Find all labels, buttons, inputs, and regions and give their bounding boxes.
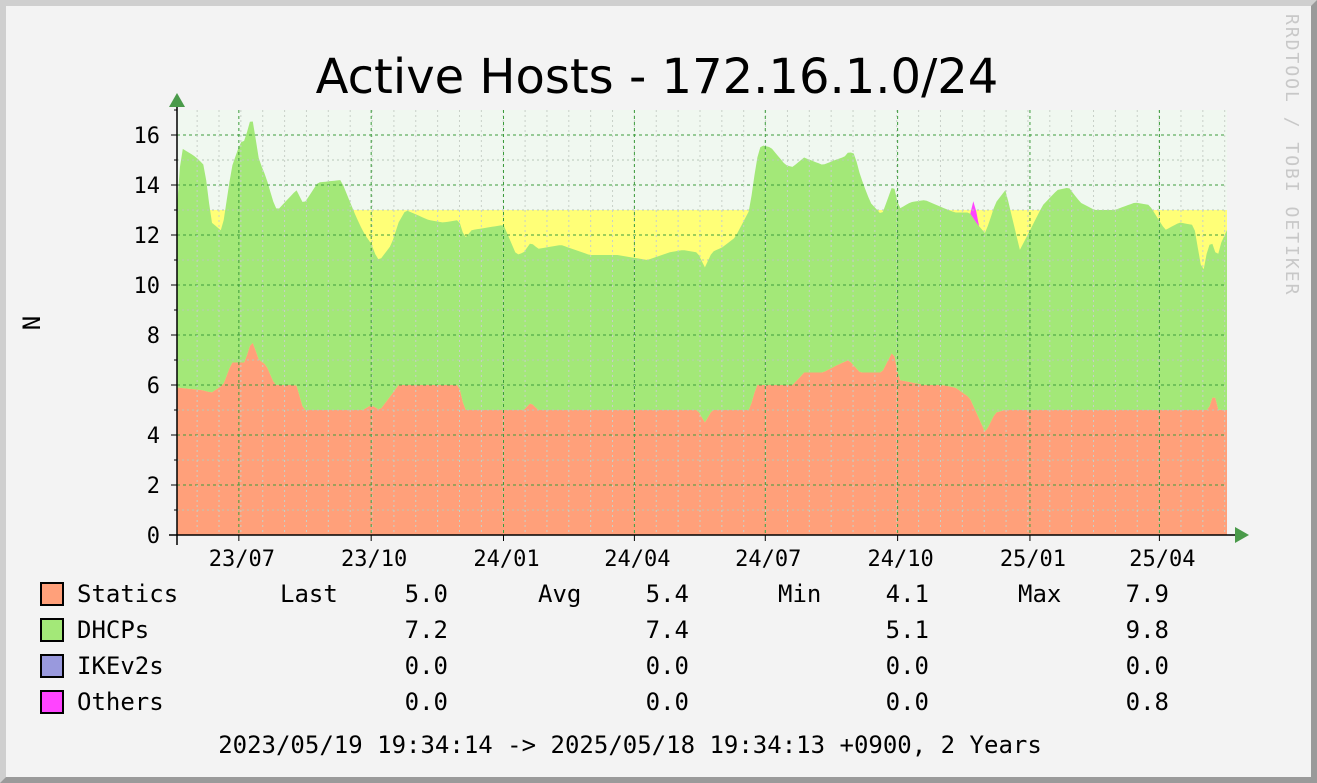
chart-title: Active Hosts - 172.16.1.0/24 — [316, 49, 999, 105]
x-tick-label: 25/04 — [1129, 547, 1195, 572]
legend-value-min: 5.1 — [886, 616, 929, 644]
y-axis-arrow — [169, 93, 185, 107]
y-tick-label: 4 — [147, 424, 160, 449]
legend-header-avg: Avg — [538, 580, 581, 608]
legend-name: Statics — [77, 580, 178, 608]
legend-value-last: 0.0 — [405, 652, 448, 680]
legend-row-statics: Statics Last 5.0 Avg 5.4 Min 4.1 Max 7.9 — [40, 580, 1169, 608]
legend-name: DHCPs — [77, 616, 149, 644]
legend-value-max: 7.9 — [1126, 580, 1169, 608]
legend-value-max: 9.8 — [1126, 616, 1169, 644]
x-tick-label: 24/10 — [867, 547, 933, 572]
legend-row-dhcps: DHCPs 7.2 7.4 5.1 9.8 — [40, 616, 1169, 644]
y-axis-label: N — [18, 316, 46, 330]
axes — [169, 93, 1249, 545]
legend-swatch — [40, 654, 64, 678]
legend-value-avg: 0.0 — [646, 652, 689, 680]
time-range-footer: 2023/05/19 19:34:14 -> 2025/05/18 19:34:… — [218, 731, 1042, 759]
legend-value-min: 0.0 — [886, 652, 929, 680]
y-tick-label: 12 — [134, 224, 161, 249]
y-tick-label: 0 — [147, 524, 160, 549]
y-tick-label: 10 — [134, 274, 161, 299]
legend-swatch — [40, 690, 64, 714]
legend-swatch — [40, 618, 64, 642]
legend-value-min: 0.0 — [886, 688, 929, 716]
area-statics — [177, 342, 1227, 535]
x-tick-label: 24/04 — [604, 547, 670, 572]
legend-header-last: Last — [280, 580, 338, 608]
rrdtool-watermark: RRDTOOL / TOBI OETIKER — [1281, 14, 1302, 296]
area-dhcps — [177, 121, 1227, 432]
legend-value-avg: 0.0 — [646, 688, 689, 716]
grid-lines — [177, 110, 1227, 535]
x-tick-label: 23/07 — [209, 547, 275, 572]
legend-value-last: 7.2 — [405, 616, 448, 644]
legend-name: IKEv2s — [77, 652, 164, 680]
legend-swatch — [40, 582, 64, 606]
legend-header-max: Max — [1018, 580, 1061, 608]
active-hosts-chart: Active Hosts - 172.16.1.0/24 RRDTOOL / T… — [18, 14, 1302, 759]
y-tick-label: 14 — [134, 174, 161, 199]
legend-row-ikev2s: IKEv2s 0.0 0.0 0.0 0.0 — [40, 652, 1169, 680]
y-tick-labels: 0 2 4 6 8 10 12 14 16 — [134, 124, 161, 549]
x-axis-arrow — [1235, 527, 1249, 543]
y-tick-label: 8 — [147, 324, 160, 349]
x-tick-label: 24/07 — [735, 547, 801, 572]
legend-value-avg: 5.4 — [646, 580, 689, 608]
legend-value-last: 5.0 — [405, 580, 448, 608]
legend-row-others: Others 0.0 0.0 0.0 0.8 — [40, 688, 1169, 716]
legend-value-avg: 7.4 — [646, 616, 689, 644]
legend-value-min: 4.1 — [886, 580, 929, 608]
y-tick-label: 6 — [147, 374, 160, 399]
legend-name: Others — [77, 688, 164, 716]
series-areas — [177, 121, 1227, 535]
legend-header-min: Min — [778, 580, 821, 608]
x-tick-label: 24/01 — [473, 547, 539, 572]
x-tick-label: 25/01 — [1000, 547, 1066, 572]
x-tick-labels: 23/07 23/10 24/01 24/04 24/07 24/10 25/01 25/04 — [209, 547, 1196, 572]
y-tick-label: 2 — [147, 474, 160, 499]
legend-value-max: 0.8 — [1126, 688, 1169, 716]
legend: Statics Last 5.0 Avg 5.4 Min 4.1 Max 7.9 DHCPs 7.2… — [40, 580, 1169, 716]
x-tick-label: 23/10 — [341, 547, 407, 572]
y-tick-label: 16 — [134, 124, 161, 149]
legend-value-last: 0.0 — [405, 688, 448, 716]
legend-value-max: 0.0 — [1126, 652, 1169, 680]
